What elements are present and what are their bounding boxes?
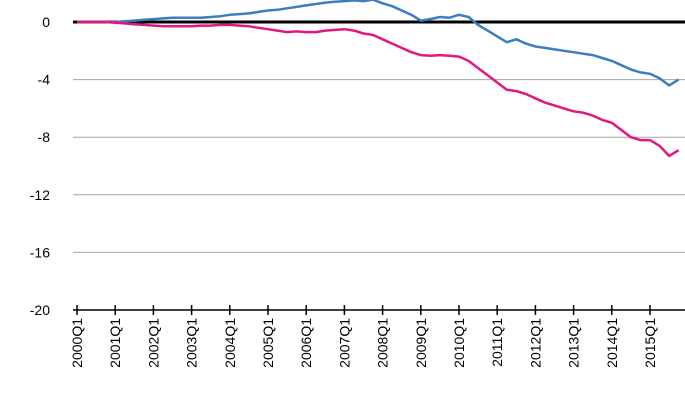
series-line	[77, 0, 680, 87]
y-tick-label: -12	[30, 187, 50, 203]
y-tick-label: -20	[30, 302, 50, 318]
x-tick-label: 2003Q1	[184, 318, 200, 368]
x-tick-label: 2015Q1	[642, 318, 658, 368]
y-tick-label: -16	[30, 244, 50, 260]
x-tick-label: 2007Q1	[336, 318, 352, 368]
x-tick-label: 2005Q1	[260, 318, 276, 368]
y-tick-label: -4	[38, 72, 51, 88]
y-tick-label: -8	[38, 129, 51, 145]
x-tick-label: 2009Q1	[413, 318, 429, 368]
x-tick-label: 2001Q1	[107, 318, 123, 368]
x-tick-label: 2004Q1	[222, 318, 238, 368]
x-tick-label: 2013Q1	[566, 318, 582, 368]
x-tick-label: 2006Q1	[298, 318, 314, 368]
x-tick-label: 2012Q1	[527, 318, 543, 368]
x-tick-label: 2011Q1	[489, 318, 505, 367]
x-tick-label: 2008Q1	[375, 318, 391, 368]
series-line	[77, 20, 680, 158]
x-tick-label: 2000Q1	[69, 318, 85, 368]
x-tick-label: 2002Q1	[145, 318, 161, 368]
y-tick-label: 0	[42, 14, 50, 30]
x-tick-label: 2010Q1	[451, 318, 467, 368]
x-tick-label: 2014Q1	[604, 318, 620, 368]
